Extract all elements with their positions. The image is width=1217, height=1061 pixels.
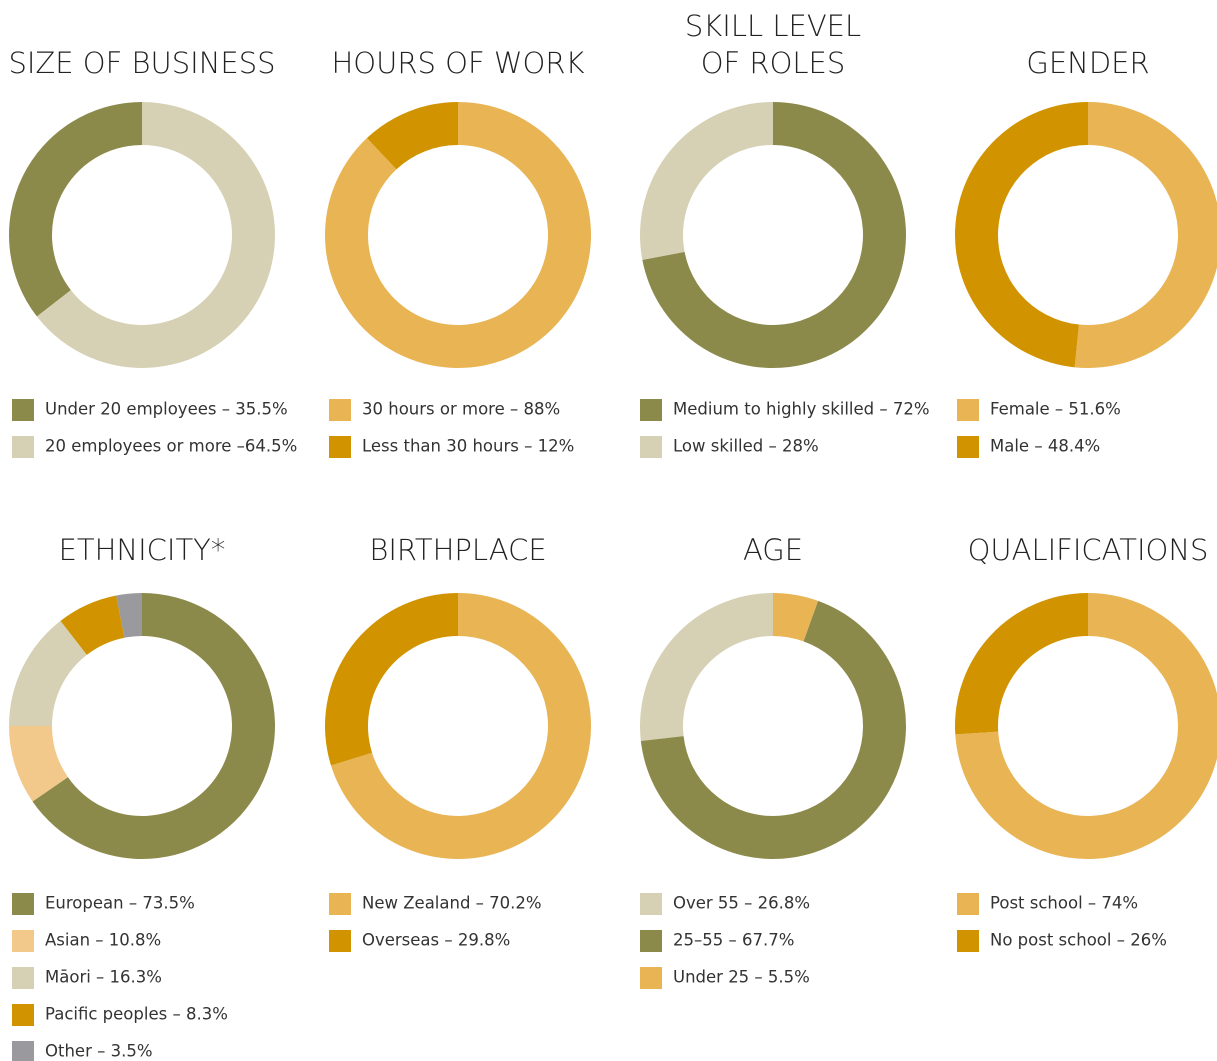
donut-slice — [32, 593, 276, 859]
legend-label: Under 20 employees – 35.5% — [45, 400, 288, 419]
legend-swatch — [640, 893, 662, 915]
legend-swatch — [957, 436, 979, 458]
legend-swatch — [640, 399, 662, 421]
legend-label: Male – 48.4% — [990, 437, 1100, 456]
donut-slice — [955, 593, 1088, 735]
donut-slice — [1074, 102, 1217, 368]
legend-swatch — [640, 967, 662, 989]
donut-slice — [773, 593, 819, 642]
donut-slice — [8, 726, 68, 802]
legend-swatch — [640, 436, 662, 458]
donut-slice — [325, 102, 592, 369]
donut-slice — [640, 593, 773, 742]
legend-swatch — [329, 399, 351, 421]
donut-slice — [331, 593, 592, 860]
legend-label: New Zealand – 70.2% — [362, 894, 542, 913]
chart-title: SIZE OF BUSINESS — [8, 46, 275, 80]
legend-swatch — [12, 436, 34, 458]
donut-slice — [36, 102, 276, 368]
legend-swatch — [957, 399, 979, 421]
donut-slice — [8, 102, 143, 317]
legend-swatch — [12, 930, 34, 952]
legend-label: Under 25 – 5.5% — [673, 968, 810, 987]
chart-title: GENDER — [1026, 46, 1149, 80]
donut-slice — [955, 593, 1217, 859]
legend-label: 20 employees or more –64.5% — [45, 437, 297, 456]
chart-title: HOURS OF WORK — [331, 46, 584, 80]
donut-slice — [640, 600, 906, 860]
chart-title: BIRTHPLACE — [369, 533, 546, 567]
donut-slice — [954, 102, 1088, 368]
chart-title: AGE — [743, 533, 803, 567]
donut-slice — [642, 102, 906, 368]
legend-label: Over 55 – 26.8% — [673, 894, 810, 913]
chart-title: ETHNICITY* — [59, 533, 226, 567]
legend-swatch — [957, 893, 979, 915]
legend-label: Less than 30 hours – 12% — [362, 437, 574, 456]
legend-label: Overseas – 29.8% — [362, 931, 510, 950]
legend-label: Low skilled – 28% — [673, 437, 819, 456]
legend-swatch — [12, 399, 34, 421]
donut-slice — [9, 620, 87, 726]
legend-swatch — [329, 893, 351, 915]
legend-label: 30 hours or more – 88% — [362, 400, 560, 419]
donut-slice — [325, 593, 458, 766]
donut-slice — [60, 595, 125, 655]
chart-title: QUALIFICATIONS — [968, 533, 1209, 567]
legend-swatch — [12, 893, 34, 915]
legend-label: Post school – 74% — [990, 894, 1138, 913]
legend-label: Asian – 10.8% — [45, 931, 161, 950]
legend-label: Pacific peoples – 8.3% — [45, 1005, 228, 1024]
legend-swatch — [640, 930, 662, 952]
legend-label: Other – 3.5% — [45, 1042, 153, 1061]
legend-label: Māori – 16.3% — [45, 968, 162, 987]
legend-label: Female – 51.6% — [990, 400, 1121, 419]
chart-title: OF ROLES — [701, 46, 846, 80]
donut-slice — [116, 593, 142, 638]
donut-slice — [366, 102, 458, 170]
legend-swatch — [329, 930, 351, 952]
chart-title: SKILL LEVEL — [685, 9, 861, 43]
legend-swatch — [957, 930, 979, 952]
legend-label: No post school – 26% — [990, 931, 1167, 950]
donut-slice — [639, 102, 773, 260]
legend-label: European – 73.5% — [45, 894, 195, 913]
legend-label: Medium to highly skilled – 72% — [673, 400, 930, 419]
legend-swatch — [12, 967, 34, 989]
legend-swatch — [12, 1004, 34, 1026]
legend-swatch — [329, 436, 351, 458]
legend-label: 25–55 – 67.7% — [673, 931, 794, 950]
legend-swatch — [12, 1041, 34, 1061]
